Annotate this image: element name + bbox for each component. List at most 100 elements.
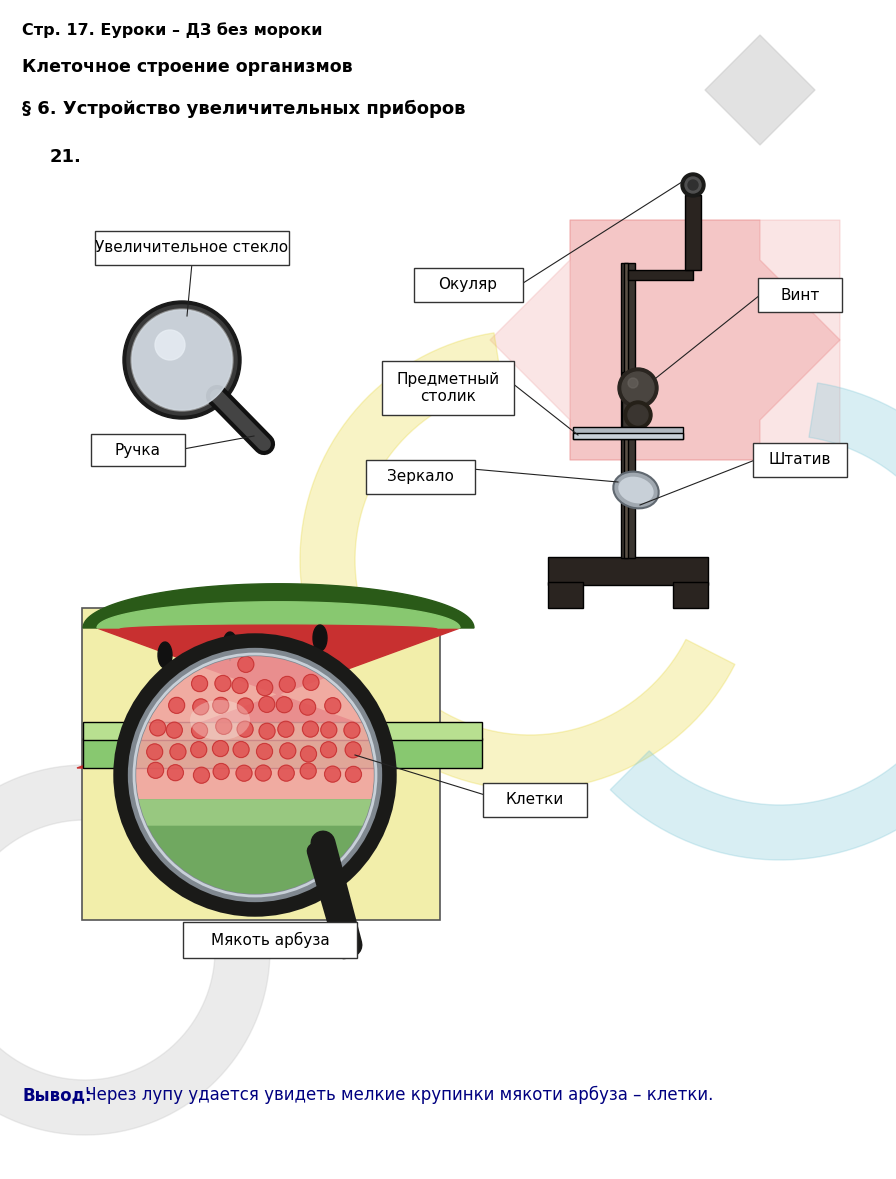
FancyBboxPatch shape [413, 268, 522, 302]
Circle shape [278, 722, 294, 737]
Polygon shape [0, 765, 270, 1135]
Circle shape [276, 697, 292, 713]
Polygon shape [300, 332, 735, 790]
FancyBboxPatch shape [548, 556, 708, 585]
Circle shape [215, 676, 231, 691]
FancyBboxPatch shape [548, 582, 583, 608]
FancyBboxPatch shape [83, 722, 482, 740]
Circle shape [685, 177, 701, 193]
Circle shape [150, 720, 166, 736]
Circle shape [321, 722, 337, 738]
Polygon shape [135, 775, 375, 895]
Circle shape [255, 765, 271, 780]
Circle shape [681, 173, 705, 197]
Text: Ручка: Ручка [115, 442, 161, 457]
Circle shape [279, 765, 294, 782]
Circle shape [345, 742, 361, 758]
Circle shape [168, 765, 184, 780]
Polygon shape [97, 601, 460, 628]
Circle shape [168, 697, 185, 713]
Polygon shape [315, 633, 325, 654]
Ellipse shape [613, 472, 659, 508]
Circle shape [300, 746, 316, 762]
FancyBboxPatch shape [483, 783, 587, 817]
FancyBboxPatch shape [95, 231, 289, 265]
Polygon shape [313, 625, 327, 651]
Circle shape [192, 676, 208, 692]
Text: Окуляр: Окуляр [438, 277, 497, 292]
FancyBboxPatch shape [573, 433, 683, 439]
Circle shape [167, 723, 182, 738]
Text: 21.: 21. [50, 149, 82, 166]
Text: Через лупу удается увидеть мелкие крупинки мякоти арбуза – клетки.: Через лупу удается увидеть мелкие крупин… [80, 1086, 713, 1104]
Circle shape [300, 763, 316, 779]
Polygon shape [610, 383, 896, 859]
Circle shape [624, 401, 652, 429]
Circle shape [123, 301, 241, 419]
Circle shape [256, 744, 272, 759]
Polygon shape [158, 643, 172, 668]
Circle shape [280, 677, 296, 692]
Polygon shape [570, 220, 840, 460]
Circle shape [622, 373, 654, 404]
Circle shape [212, 697, 228, 713]
Polygon shape [160, 650, 170, 671]
Circle shape [236, 765, 252, 782]
FancyBboxPatch shape [573, 427, 683, 439]
Circle shape [132, 310, 232, 410]
FancyBboxPatch shape [758, 278, 842, 312]
Text: Предметный
столик: Предметный столик [396, 371, 500, 404]
Circle shape [135, 656, 375, 895]
Polygon shape [490, 220, 840, 460]
Circle shape [237, 698, 254, 714]
Text: Стр. 17. Еуроки – ДЗ без мороки: Стр. 17. Еуроки – ДЗ без мороки [22, 22, 323, 38]
Circle shape [192, 723, 208, 738]
Circle shape [280, 743, 296, 759]
Circle shape [233, 742, 249, 758]
Text: Винт: Винт [780, 288, 820, 303]
Text: Штатив: Штатив [769, 453, 831, 468]
Text: Увеличительное стекло: Увеличительное стекло [96, 241, 289, 256]
Polygon shape [225, 640, 235, 661]
Circle shape [259, 723, 275, 739]
Text: Вывод:: Вывод: [22, 1086, 91, 1104]
Text: Зеркало: Зеркало [386, 469, 453, 485]
FancyBboxPatch shape [183, 922, 357, 959]
Circle shape [194, 768, 210, 783]
Circle shape [299, 699, 315, 716]
Polygon shape [223, 632, 237, 658]
Circle shape [688, 180, 698, 190]
Text: Клетки: Клетки [506, 792, 564, 808]
Circle shape [232, 678, 248, 693]
Circle shape [147, 744, 163, 760]
Circle shape [257, 679, 272, 696]
Polygon shape [705, 35, 815, 145]
Polygon shape [77, 601, 480, 768]
Circle shape [321, 742, 337, 758]
Circle shape [618, 368, 658, 408]
Circle shape [212, 740, 228, 757]
FancyBboxPatch shape [624, 263, 628, 558]
FancyBboxPatch shape [366, 460, 475, 494]
Circle shape [131, 309, 233, 411]
Circle shape [193, 699, 209, 714]
FancyBboxPatch shape [753, 443, 847, 477]
Circle shape [148, 763, 164, 778]
Circle shape [237, 657, 254, 672]
Circle shape [628, 378, 638, 388]
FancyBboxPatch shape [82, 608, 440, 920]
FancyBboxPatch shape [622, 373, 634, 427]
Polygon shape [83, 584, 474, 628]
FancyBboxPatch shape [673, 582, 708, 608]
Circle shape [155, 330, 185, 360]
Text: Мякоть арбуза: Мякоть арбуза [211, 931, 330, 948]
Circle shape [346, 766, 361, 783]
FancyBboxPatch shape [382, 361, 514, 415]
Circle shape [191, 742, 207, 758]
FancyBboxPatch shape [83, 738, 482, 768]
FancyBboxPatch shape [685, 195, 701, 270]
Circle shape [216, 718, 232, 735]
Circle shape [344, 723, 360, 738]
Circle shape [127, 305, 237, 415]
FancyBboxPatch shape [628, 270, 693, 279]
